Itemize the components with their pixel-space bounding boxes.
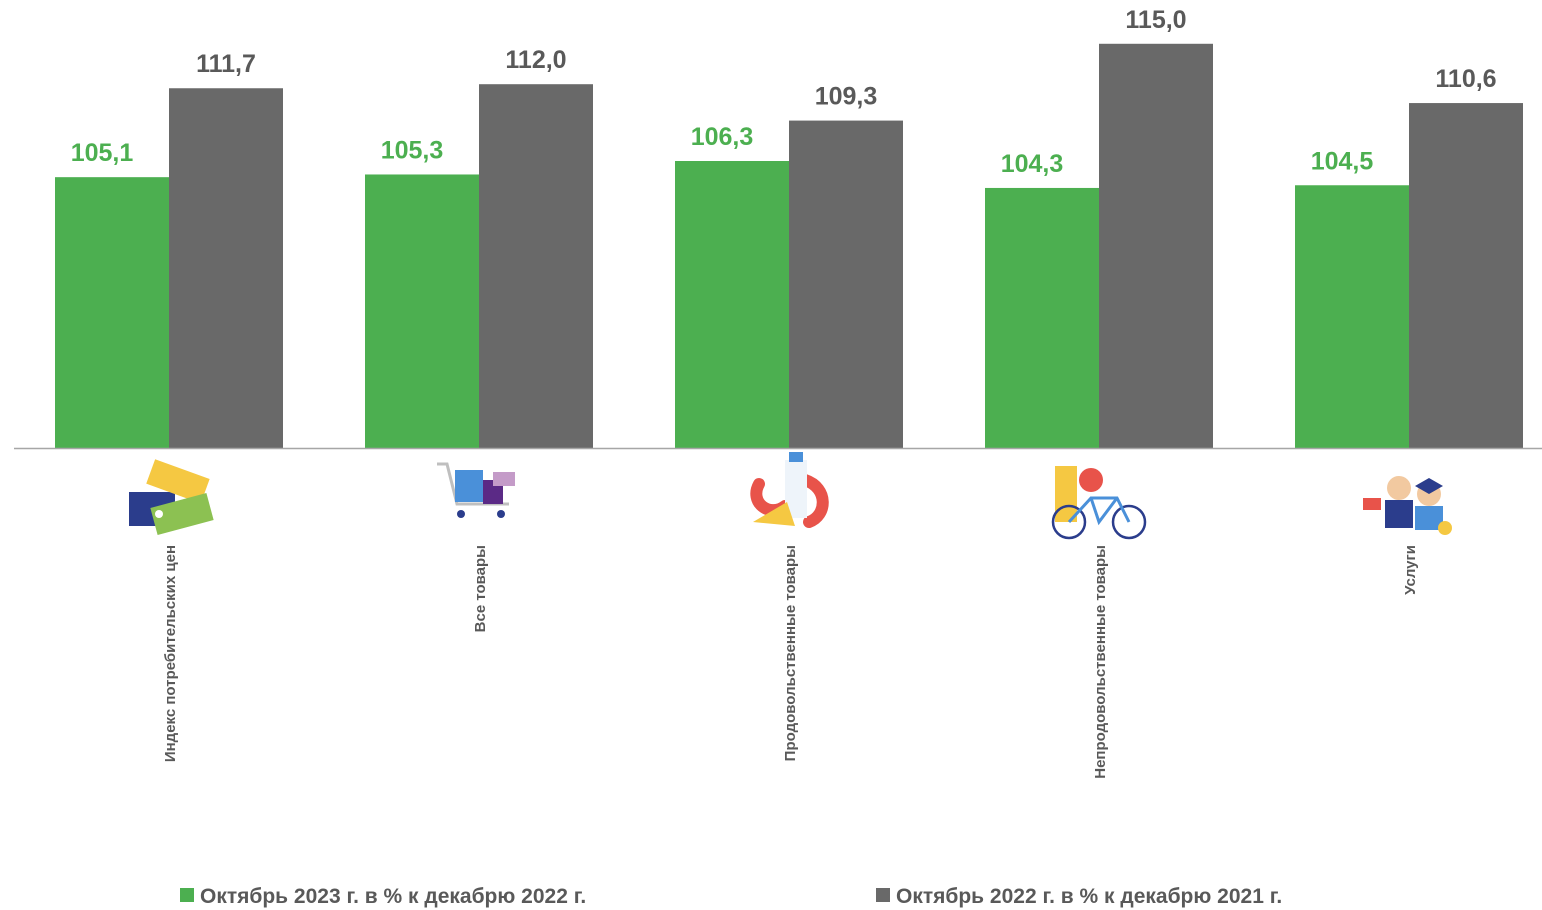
category-label-1: Индекс потребительских цен <box>162 545 179 762</box>
category-label-2: Все товары <box>472 545 489 632</box>
data-label-series-2-3: 109,3 <box>815 83 878 111</box>
bar-series-2-1 <box>169 88 283 449</box>
legend-label-series-1: Октябрь 2023 г. в % к декабрю 2022 г. <box>200 885 587 908</box>
bar-series-1-1 <box>55 177 169 449</box>
legend-item-series-1: Октябрь 2023 г. в % к декабрю 2022 г. <box>180 884 586 910</box>
shopping-cart-icon <box>437 462 515 518</box>
legend-swatch-series-2 <box>876 888 890 902</box>
data-label-series-2-2: 112,0 <box>505 46 566 74</box>
data-label-series-1-3: 106,3 <box>691 123 754 151</box>
category-label-3: Продовольственные товары <box>782 545 799 761</box>
data-label-series-1-5: 104,5 <box>1311 147 1374 175</box>
bar-series-2-5 <box>1409 103 1523 448</box>
data-label-series-2-1: 111,7 <box>196 50 256 78</box>
services-people-icon <box>1363 476 1452 535</box>
bar-series-1-4 <box>985 187 1099 448</box>
food-products-icon <box>750 452 829 528</box>
data-label-series-1-2: 105,3 <box>381 136 444 164</box>
bar-series-2-2 <box>479 84 593 449</box>
bar-series-1-3 <box>675 161 789 449</box>
data-label-series-2-5: 110,6 <box>1435 65 1496 93</box>
legend-swatch-series-1 <box>180 888 194 902</box>
data-label-series-1-1: 105,1 <box>71 139 134 167</box>
legend-item-series-2: Октябрь 2022 г. в % к декабрю 2021 г. <box>876 884 1282 910</box>
category-label-4: Непродовольственные товары <box>1092 545 1109 779</box>
non-food-goods-icon <box>1051 466 1147 540</box>
data-label-series-1-4: 104,3 <box>1001 150 1064 178</box>
bar-series-2-4 <box>1099 43 1213 448</box>
bar-series-1-2 <box>365 174 479 448</box>
data-label-series-2-4: 115,0 <box>1125 6 1186 34</box>
price-tags-icon <box>129 459 214 536</box>
bar-series-2-3 <box>789 120 903 448</box>
bar-series-1-5 <box>1295 185 1409 448</box>
legend-label-series-2: Октябрь 2022 г. в % к декабрю 2021 г. <box>896 885 1283 908</box>
category-label-5: Услуги <box>1402 545 1419 595</box>
